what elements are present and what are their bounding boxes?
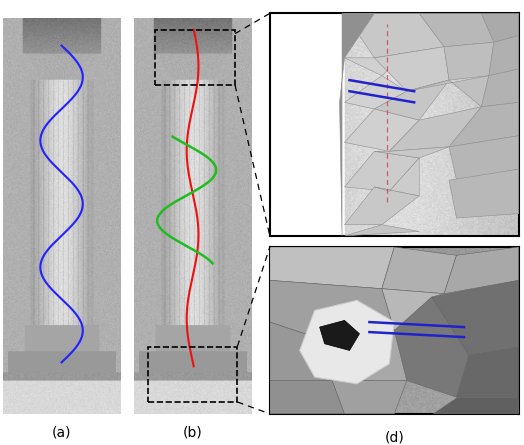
Polygon shape — [320, 320, 359, 351]
Polygon shape — [300, 300, 394, 384]
Polygon shape — [320, 330, 407, 380]
Polygon shape — [489, 36, 519, 76]
Polygon shape — [345, 53, 407, 76]
Polygon shape — [374, 147, 449, 158]
Polygon shape — [270, 280, 394, 339]
Polygon shape — [270, 380, 345, 414]
Bar — [155, 30, 235, 85]
Polygon shape — [432, 280, 519, 356]
Polygon shape — [270, 322, 332, 380]
Polygon shape — [374, 80, 449, 120]
Polygon shape — [345, 76, 407, 109]
Text: (c): (c) — [385, 251, 403, 265]
Polygon shape — [444, 42, 494, 80]
Text: (d): (d) — [385, 431, 404, 445]
Polygon shape — [345, 225, 419, 236]
Text: (a): (a) — [52, 426, 71, 440]
Polygon shape — [407, 76, 489, 107]
Polygon shape — [449, 136, 519, 180]
Polygon shape — [482, 13, 519, 42]
Bar — [148, 347, 237, 402]
Polygon shape — [449, 102, 519, 147]
Polygon shape — [419, 13, 494, 47]
Polygon shape — [394, 297, 469, 397]
Polygon shape — [345, 151, 419, 191]
Text: (b): (b) — [183, 426, 202, 440]
Polygon shape — [345, 187, 419, 225]
Polygon shape — [482, 69, 519, 107]
Polygon shape — [389, 107, 482, 151]
Polygon shape — [382, 247, 456, 294]
Polygon shape — [340, 13, 374, 236]
Polygon shape — [374, 158, 419, 196]
Polygon shape — [374, 47, 449, 91]
Polygon shape — [345, 109, 419, 151]
Polygon shape — [382, 289, 444, 330]
Polygon shape — [456, 347, 519, 397]
Polygon shape — [332, 380, 407, 414]
Polygon shape — [432, 397, 519, 414]
Polygon shape — [270, 247, 394, 289]
Polygon shape — [345, 13, 444, 58]
Polygon shape — [449, 169, 519, 218]
Polygon shape — [444, 247, 519, 294]
